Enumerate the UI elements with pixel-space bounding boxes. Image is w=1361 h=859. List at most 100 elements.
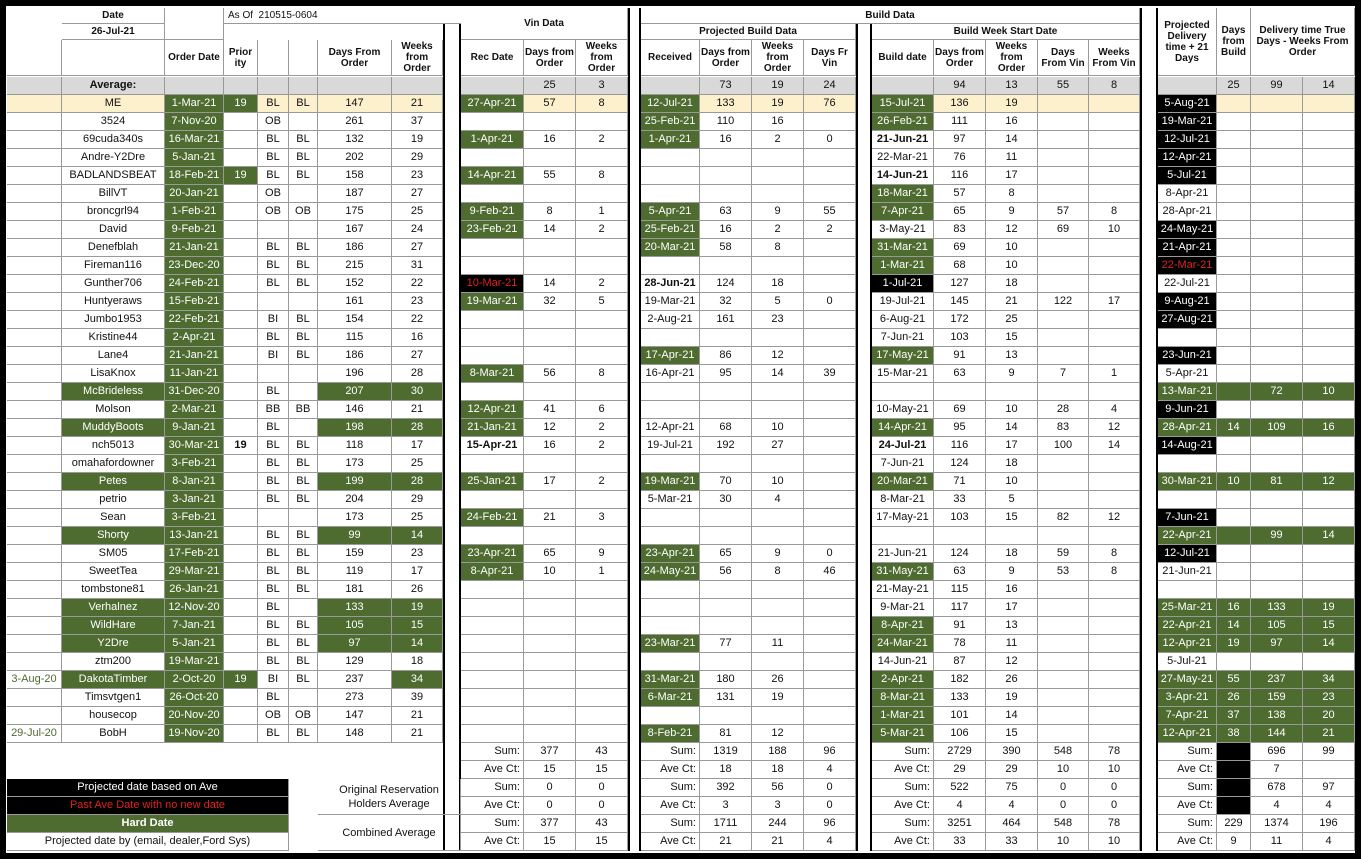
summary-label: Ave Ct:: [872, 761, 934, 779]
cell: BI: [258, 671, 289, 689]
cell: 2: [576, 275, 628, 293]
cell: [524, 383, 576, 401]
cell: [1303, 653, 1355, 671]
summary-value: 7: [1251, 761, 1303, 779]
cell: [524, 185, 576, 203]
cell: 103: [934, 509, 986, 527]
separator: [1140, 8, 1158, 851]
summary-label: Sum:: [1158, 743, 1217, 761]
average-cell: 19: [752, 77, 804, 95]
user-name: Lane4: [62, 347, 165, 365]
cell: [1217, 437, 1251, 455]
cell: [576, 707, 628, 725]
cell: 58: [700, 239, 752, 257]
cell: 78: [934, 635, 986, 653]
cell: [1217, 257, 1251, 275]
header-label: Vin Data: [461, 8, 628, 40]
cell: 133: [700, 95, 752, 113]
cell: 3-May-21: [872, 221, 934, 239]
cell: 116: [934, 437, 986, 455]
cell: [224, 131, 258, 149]
cell: 5-Jan-21: [165, 149, 224, 167]
cell: [224, 527, 258, 545]
cell: 25: [392, 455, 443, 473]
cell: 65: [524, 545, 576, 563]
average-cell: [1158, 77, 1217, 95]
cell: 12-Apr-21: [461, 401, 524, 419]
cell: [7, 527, 62, 545]
cell: [289, 599, 318, 617]
cell: [752, 581, 804, 599]
cell: 118: [318, 437, 392, 455]
cell: 7-Jun-21: [872, 329, 934, 347]
cell: 2-Apr-21: [872, 671, 934, 689]
cell: [1303, 167, 1355, 185]
cell: BL: [258, 563, 289, 581]
cell: [641, 527, 700, 545]
cell: [804, 329, 856, 347]
cell: [752, 527, 804, 545]
header-label: As Of 210515-0604: [224, 8, 461, 24]
cell: 17-May-21: [872, 347, 934, 365]
cell: [1038, 383, 1089, 401]
cell: [576, 491, 628, 509]
user-name: omahafordowner: [62, 455, 165, 473]
cell: 10: [986, 401, 1038, 419]
cell: [700, 617, 752, 635]
cell: 180: [700, 671, 752, 689]
cell: 8-Mar-21: [872, 689, 934, 707]
cell: 8: [576, 365, 628, 383]
cell: 99: [318, 527, 392, 545]
cell: 38: [1217, 725, 1251, 743]
cell: [461, 599, 524, 617]
separator: [856, 8, 872, 851]
cell: BL: [258, 635, 289, 653]
cell: 7-Nov-20: [165, 113, 224, 131]
cell: 34: [392, 671, 443, 689]
cell: 181: [318, 581, 392, 599]
cell: 146: [318, 401, 392, 419]
cell: [700, 707, 752, 725]
summary-value: 0: [804, 779, 856, 797]
cell: [700, 527, 752, 545]
user-name: WildHare: [62, 617, 165, 635]
cell: 20-Mar-21: [641, 239, 700, 257]
cell: 15: [986, 509, 1038, 527]
cell: 17: [986, 167, 1038, 185]
cell: 15-Jul-21: [872, 95, 934, 113]
cell: 53: [1038, 563, 1089, 581]
column-header: Days from Order: [700, 40, 752, 76]
summary-value: 78: [1089, 815, 1140, 833]
cell: 196: [318, 365, 392, 383]
summary-value: 21: [752, 833, 804, 851]
cell: [752, 383, 804, 401]
cell: [752, 401, 804, 419]
average-cell: 94: [934, 77, 986, 95]
cell: 15-Apr-21: [461, 437, 524, 455]
cell: 19: [224, 437, 258, 455]
cell: [1089, 599, 1140, 617]
summary-value: 4: [1303, 797, 1355, 815]
cell: 9: [986, 563, 1038, 581]
cell: [641, 707, 700, 725]
cell: [224, 257, 258, 275]
cell: [1217, 185, 1251, 203]
cell: [1303, 437, 1355, 455]
cell: [224, 725, 258, 743]
cell: [1089, 707, 1140, 725]
cell: 18: [986, 275, 1038, 293]
cell: 17: [524, 473, 576, 491]
cell: 55: [524, 167, 576, 185]
cell: 7-Jun-21: [1158, 509, 1217, 527]
cell: [804, 725, 856, 743]
summary-value: 678: [1251, 779, 1303, 797]
cell: [224, 185, 258, 203]
cell: [289, 293, 318, 311]
summary-value: 75: [986, 779, 1038, 797]
summary-label: Sum:: [872, 743, 934, 761]
cell: 28-Apr-21: [1158, 419, 1217, 437]
cell: 46: [804, 563, 856, 581]
cell: 19: [1303, 599, 1355, 617]
cell: [872, 527, 934, 545]
cell: 8-Mar-21: [872, 491, 934, 509]
